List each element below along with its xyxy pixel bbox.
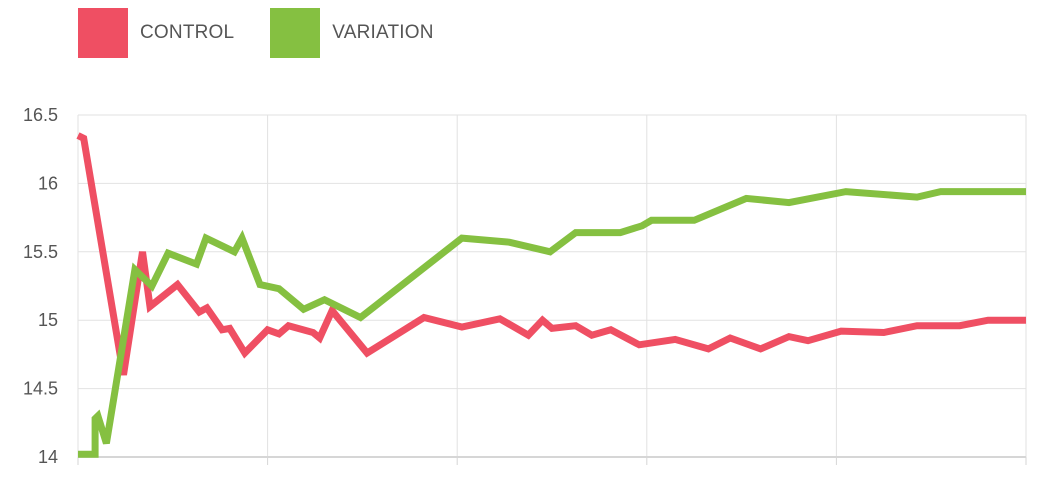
- y-tick-label: 15.5: [23, 242, 58, 262]
- series-line-control: [76, 132, 1026, 376]
- control-swatch: [78, 8, 128, 58]
- legend-label-control: CONTROL: [140, 22, 235, 43]
- variation-swatch: [270, 8, 321, 58]
- y-tick-label: 16: [38, 173, 58, 193]
- y-tick-label: 15: [38, 310, 58, 330]
- legend-item-control[interactable]: CONTROL: [78, 8, 234, 58]
- series-line-variation: [78, 188, 1026, 458]
- y-tick-label: 16.5: [23, 105, 58, 125]
- legend-item-variation[interactable]: VARIATION: [270, 8, 433, 58]
- y-tick-label: 14: [38, 447, 58, 467]
- legend-label-variation: VARIATION: [332, 22, 434, 43]
- y-tick-label: 14.5: [23, 379, 58, 399]
- legend: CONTROL VARIATION: [78, 8, 470, 58]
